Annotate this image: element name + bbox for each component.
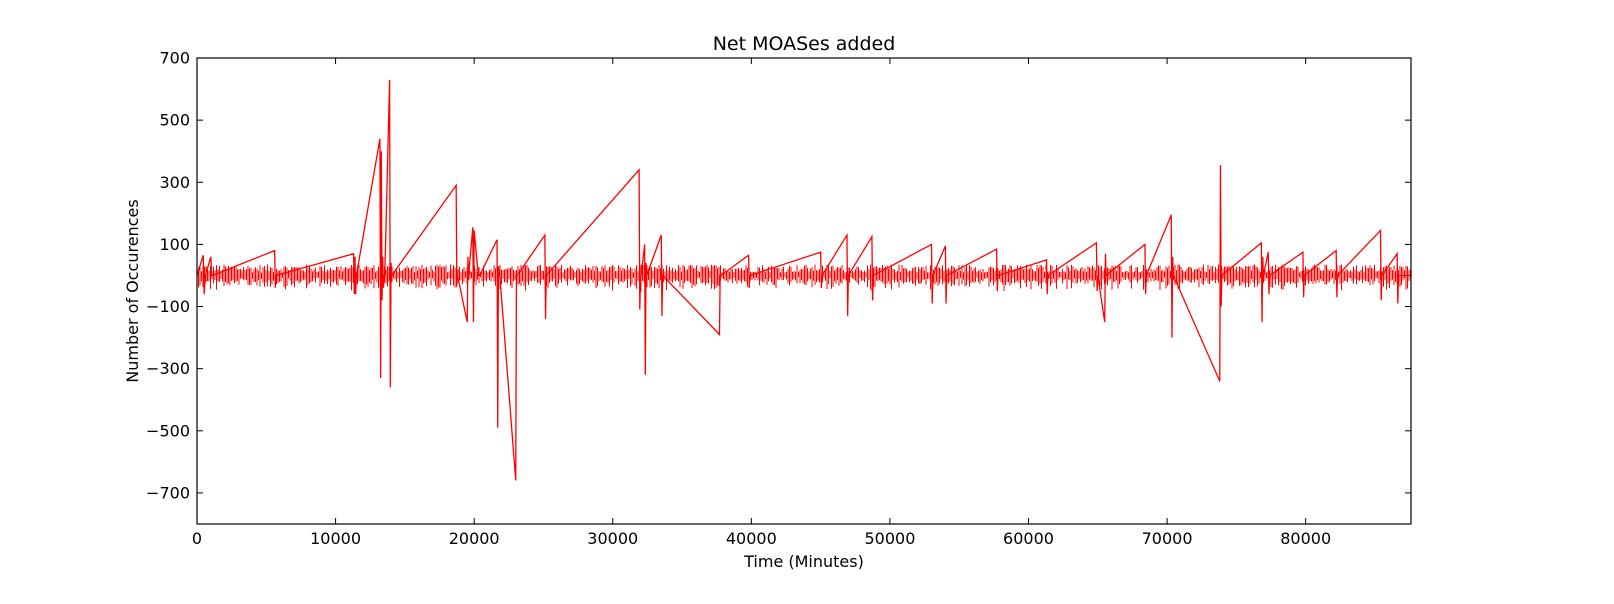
y-axis-label: Number of Occurences xyxy=(123,199,142,382)
x-tick-label: 50000 xyxy=(864,529,915,548)
x-tick-label: 30000 xyxy=(587,529,638,548)
y-tick-label: 700 xyxy=(159,49,190,68)
y-tick-label: 500 xyxy=(159,111,190,130)
x-tick-label: 10000 xyxy=(310,529,361,548)
y-tick-label: 300 xyxy=(159,173,190,192)
y-tick-label: −500 xyxy=(146,421,190,440)
chart-title: Net MOASes added xyxy=(713,33,896,55)
x-tick-label: 70000 xyxy=(1142,529,1193,548)
plot-area: 0 10000 20000 30000 40000 50000 60000 70000 8000… xyxy=(146,49,1412,548)
x-tick-label: 40000 xyxy=(726,529,777,548)
x-tick-label: 60000 xyxy=(1003,529,1054,548)
x-axis-label: Time (Minutes) xyxy=(743,552,864,571)
y-tick-label: 100 xyxy=(159,235,190,254)
x-tick-label: 20000 xyxy=(449,529,500,548)
y-tick-label: −100 xyxy=(146,297,190,316)
y-tick-label: −300 xyxy=(146,359,190,378)
x-tick-label: 80000 xyxy=(1280,529,1331,548)
plot-frame xyxy=(196,57,1412,525)
y-tick-label: −700 xyxy=(146,483,190,502)
x-tick-label: 0 xyxy=(192,529,202,548)
series-noise-0 xyxy=(196,264,1411,292)
